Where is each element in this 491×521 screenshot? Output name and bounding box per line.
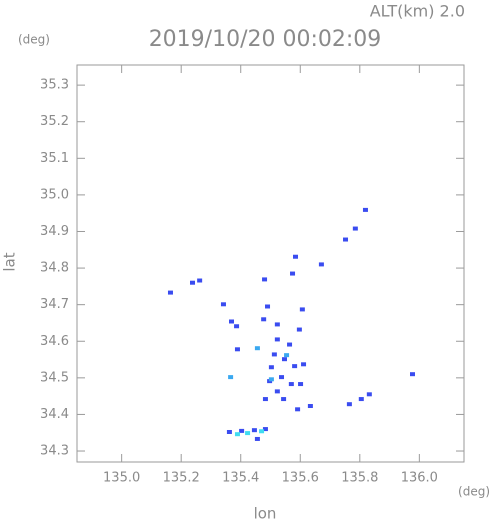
echo-point <box>262 427 268 432</box>
echo-point <box>261 317 267 322</box>
x-tick-label: 135.2 <box>163 471 200 486</box>
echo-point <box>287 342 293 347</box>
y-tick-label: 35.3 <box>40 78 69 93</box>
echo-point <box>229 319 235 324</box>
echo-point <box>307 404 313 409</box>
echo-point <box>296 327 302 332</box>
echo-point <box>234 347 240 352</box>
altitude-label: ALT(km) 2.0 <box>370 2 465 21</box>
y-tick-label: 34.3 <box>40 444 69 459</box>
x-tick-label: 136.0 <box>401 471 438 486</box>
echo-point <box>318 262 324 267</box>
y-tick-label: 34.4 <box>40 407 69 422</box>
y-tick-label: 35.1 <box>40 151 69 166</box>
echo-point <box>220 302 226 307</box>
x-tick-label: 135.4 <box>222 471 259 486</box>
echo-point <box>245 431 251 436</box>
echo-point <box>346 402 352 407</box>
echo-point <box>271 352 277 357</box>
echo-point <box>279 375 285 380</box>
echo-point <box>234 432 240 437</box>
x-axis-label: lon <box>254 505 277 521</box>
echo-point <box>167 290 173 295</box>
y-unit: (deg) <box>18 33 50 47</box>
y-tick-label: 35.0 <box>40 187 69 202</box>
chart-title: 2019/10/20 00:02:09 <box>149 27 382 52</box>
x-unit: (deg) <box>458 485 490 499</box>
y-tick-label: 34.5 <box>40 370 69 385</box>
y-tick-label: 34.8 <box>40 261 69 276</box>
echo-point <box>290 271 296 276</box>
echo-point <box>284 353 290 358</box>
echo-point <box>298 382 304 387</box>
echo-point <box>234 324 240 329</box>
echo-point <box>226 429 232 434</box>
echo-point <box>228 375 234 380</box>
echo-point <box>239 428 245 433</box>
y-tick-label: 34.7 <box>40 297 69 312</box>
echo-point <box>268 365 274 370</box>
echo-point <box>274 389 280 394</box>
echo-point <box>299 307 305 312</box>
echo-point <box>281 397 287 402</box>
echo-point <box>281 357 287 362</box>
echo-point <box>288 382 294 387</box>
y-tick-label: 34.6 <box>40 334 69 349</box>
x-tick-label: 135.6 <box>282 471 319 486</box>
echo-point <box>259 429 265 434</box>
echo-point <box>265 304 271 309</box>
echo-point <box>262 277 268 282</box>
y-tick-label: 35.2 <box>40 114 69 129</box>
echo-point <box>197 278 203 283</box>
echo-point <box>268 377 274 382</box>
echo-point <box>301 362 307 367</box>
echo-point <box>295 407 301 412</box>
y-tick-label: 34.9 <box>40 224 69 239</box>
echo-point <box>343 237 349 242</box>
echo-point <box>362 207 368 212</box>
echo-point <box>292 364 298 369</box>
x-tick-label: 135.8 <box>341 471 378 486</box>
echo-point <box>274 322 280 327</box>
y-axis-label: lat <box>1 252 19 271</box>
echo-point <box>274 337 280 342</box>
echo-point <box>262 397 268 402</box>
echo-point <box>254 436 260 441</box>
echo-point <box>190 280 196 285</box>
plot-frame <box>76 64 465 463</box>
x-tick-label: 135.0 <box>103 471 140 486</box>
echo-point <box>352 226 358 231</box>
echo-point <box>254 346 260 351</box>
echo-point <box>366 392 372 397</box>
echo-point <box>358 397 364 402</box>
echo-point <box>409 372 415 377</box>
echo-point <box>293 254 299 259</box>
echo-point <box>251 428 257 433</box>
